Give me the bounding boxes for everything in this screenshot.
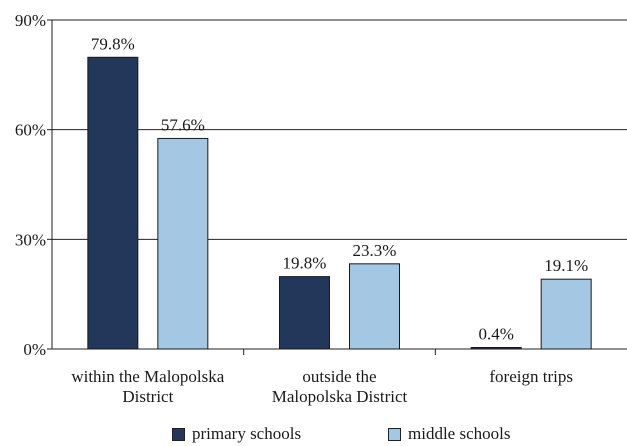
data-label: 19.8%	[283, 254, 327, 273]
data-label: 57.6%	[161, 115, 205, 134]
y-tick-label: 30%	[15, 230, 46, 249]
data-label: 0.4%	[478, 325, 513, 344]
category-label: District	[122, 387, 173, 406]
legend-item-primary: primary schools	[172, 424, 301, 444]
y-tick-label: 60%	[15, 121, 46, 140]
category-label: foreign trips	[489, 367, 573, 386]
category-label: outside the	[302, 367, 376, 386]
legend: primary schools middle schools	[0, 424, 627, 444]
data-labels: 79.8% 57.6% 19.8% 23.3% 0.4% 19.1%	[91, 34, 588, 343]
bar-middle-1	[349, 263, 400, 350]
bar-primary-0	[87, 56, 139, 350]
y-tick-label: 0%	[23, 340, 46, 359]
y-tick-labels: 0% 30% 60% 90%	[15, 11, 46, 359]
y-tick-label: 90%	[15, 11, 46, 30]
bar-primary-2	[470, 347, 522, 350]
bar-middle-2	[540, 278, 592, 350]
bars	[87, 56, 592, 350]
bar-chart: 79.8% 57.6% 19.8% 23.3% 0.4% 19.1% 0% 30% 60% 90…	[15, 11, 627, 406]
legend-item-middle: middle schools	[388, 424, 510, 444]
legend-label-middle: middle schools	[408, 424, 511, 443]
category-label: within the Malopolska	[71, 367, 224, 386]
bar-primary-1	[279, 276, 330, 350]
legend-swatch-middle	[388, 427, 401, 441]
category-label: Malopolska District	[272, 387, 408, 406]
data-label: 79.8%	[91, 34, 135, 53]
gridlines	[52, 19, 627, 240]
legend-label-primary: primary schools	[192, 424, 302, 443]
legend-swatch-primary	[172, 427, 185, 441]
data-label: 23.3%	[353, 241, 397, 260]
data-label: 19.1%	[544, 256, 588, 275]
bar-middle-0	[157, 137, 209, 350]
axes	[47, 19, 627, 355]
